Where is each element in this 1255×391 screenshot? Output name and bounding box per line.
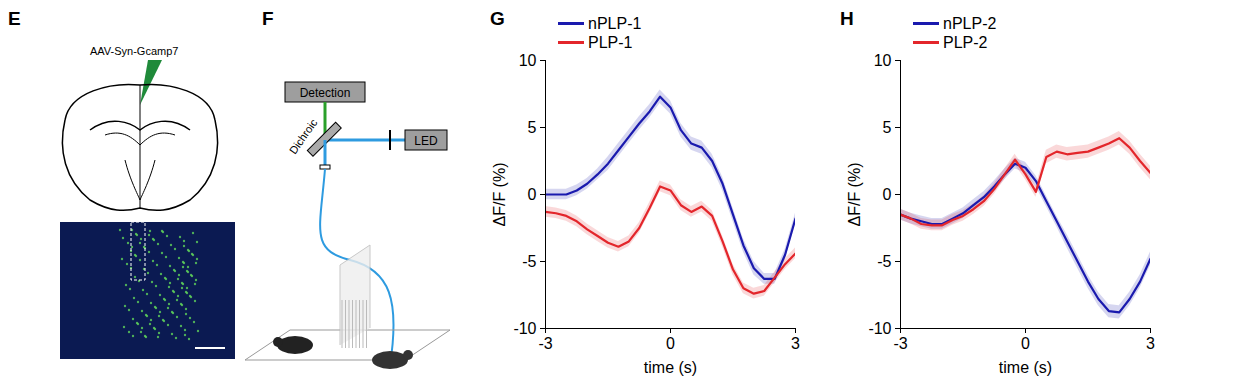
svg-text:-10: -10 bbox=[513, 320, 536, 337]
svg-text:3: 3 bbox=[791, 335, 800, 352]
svg-text:0: 0 bbox=[528, 186, 537, 203]
svg-text:time (s): time (s) bbox=[644, 359, 697, 376]
html-text:G: G bbox=[490, 8, 505, 29]
html-text:H: H bbox=[840, 8, 854, 29]
svg-text:-5: -5 bbox=[877, 253, 891, 270]
svg-text:-5: -5 bbox=[522, 253, 536, 270]
svg-text:Dichroic: Dichroic bbox=[287, 116, 320, 156]
svg-text:5: 5 bbox=[883, 119, 892, 136]
svg-text:10: 10 bbox=[519, 52, 537, 69]
html-text:PLP-2: PLP-2 bbox=[943, 34, 988, 51]
svg-text:Detection: Detection bbox=[300, 86, 351, 100]
svg-text:AAV-Syn-Gcamp7: AAV-Syn-Gcamp7 bbox=[90, 45, 178, 57]
svg-text:ΔF/F (%): ΔF/F (%) bbox=[491, 162, 508, 226]
svg-text:3: 3 bbox=[1146, 335, 1155, 352]
svg-text:0: 0 bbox=[883, 186, 892, 203]
svg-text:time (s): time (s) bbox=[999, 359, 1052, 376]
svg-text:10: 10 bbox=[874, 52, 892, 69]
html-text:E: E bbox=[8, 8, 21, 29]
html-text:nPLP-2: nPLP-2 bbox=[943, 15, 997, 32]
svg-text:0: 0 bbox=[1021, 335, 1030, 352]
svg-text:-3: -3 bbox=[893, 335, 907, 352]
svg-text:-10: -10 bbox=[868, 320, 891, 337]
svg-text:-3: -3 bbox=[538, 335, 552, 352]
svg-text:ΔF/F (%): ΔF/F (%) bbox=[846, 162, 863, 226]
html-text:nPLP-1: nPLP-1 bbox=[588, 15, 642, 32]
svg-text:0: 0 bbox=[666, 335, 675, 352]
html-text:PLP-1: PLP-1 bbox=[588, 34, 633, 51]
svg-text:LED: LED bbox=[414, 134, 438, 148]
svg-text:5: 5 bbox=[528, 119, 537, 136]
html-text:F: F bbox=[262, 8, 274, 29]
